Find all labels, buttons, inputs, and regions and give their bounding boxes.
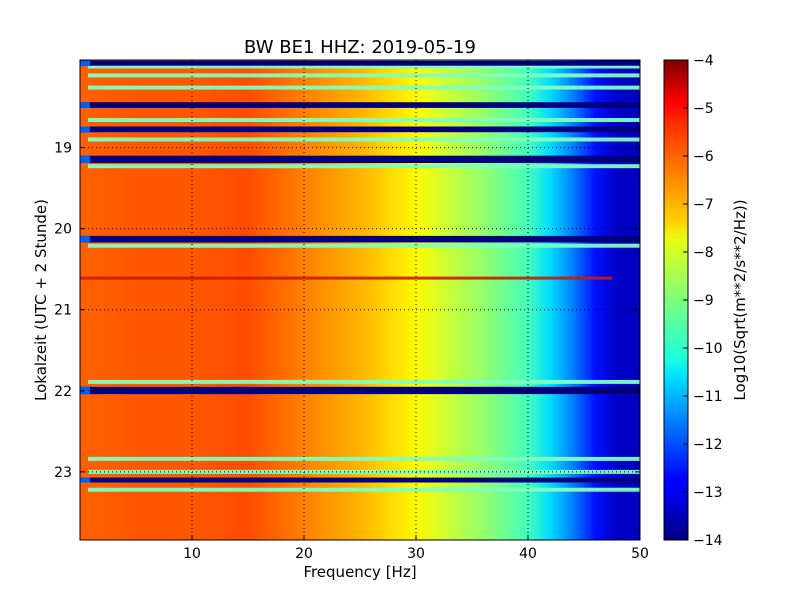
low-level-line (88, 85, 640, 90)
colorbar-tick-label: −10 (693, 341, 723, 357)
x-tick-label: 30 (407, 546, 425, 562)
x-tick-label: 10 (183, 546, 201, 562)
colorbar-tick-label: −7 (693, 197, 714, 213)
colorbar-tick-label: −14 (693, 533, 723, 549)
y-tick-label: 22 (54, 384, 72, 400)
colorbar-tick-label: −5 (693, 101, 714, 117)
low-level-line (88, 73, 640, 78)
low-level-line (88, 164, 640, 169)
grid (80, 60, 640, 540)
colorbar-tick-label: −6 (693, 149, 714, 165)
low-level-line (88, 118, 640, 122)
data-gap-edge (80, 126, 90, 133)
x-tick-label: 50 (631, 546, 649, 562)
colorbar-tick-label: −4 (693, 53, 714, 69)
plot-frame (79, 59, 641, 541)
chart-title: BW BE1 HHZ: 2019-05-19 (244, 37, 476, 58)
x-axis-label: Frequency [Hz] (303, 563, 416, 581)
y-tick-label: 23 (54, 465, 72, 481)
colorbar-tick-label: −8 (693, 245, 714, 261)
data-gap-edge (80, 477, 90, 483)
data-gap-band (80, 102, 640, 108)
low-level-line (88, 379, 640, 384)
data-gap-edge (80, 235, 90, 243)
y-tick-label: 19 (54, 141, 72, 157)
data-gap-band (80, 235, 640, 243)
x-tick-label: 20 (295, 546, 313, 562)
y-tick-label: 21 (54, 303, 72, 319)
low-level-line (88, 243, 640, 248)
colorbar-tick-label: −13 (693, 485, 723, 501)
colorbar-tick-label: −11 (693, 389, 723, 405)
low-level-line (88, 64, 640, 69)
x-tick-label: 40 (519, 546, 537, 562)
y-axis-label: Lokalzeit (UTC + 2 Stunde) (32, 199, 50, 401)
y-tick-label: 20 (54, 222, 72, 238)
low-level-line (88, 137, 640, 142)
data-gap-band (80, 126, 640, 133)
low-level-line (88, 456, 640, 461)
colorbar-tick-label: −12 (693, 437, 723, 453)
y-axis: 19 20 21 22 23 (54, 141, 640, 481)
data-gap-edge (80, 155, 90, 163)
disturbance-line (80, 276, 612, 280)
data-gap-band (80, 477, 640, 483)
data-gap-edge (80, 60, 90, 66)
data-gap-band (80, 60, 640, 66)
data-gap-edge (80, 102, 90, 108)
plot-area (80, 60, 640, 540)
colorbar-ticks: −4 −5 −6 −7 −8 −9 −10 −11 −12 −13 −14 (683, 53, 723, 549)
colorbar-tick-label: −9 (693, 293, 714, 309)
low-level-line (88, 487, 640, 492)
x-axis: 10 20 30 40 50 (183, 60, 649, 562)
data-gap-band (80, 155, 640, 163)
colorbar-label: Log10(Sqrt(m**2/s**2/Hz)) (731, 199, 749, 400)
colorbar: −4 −5 −6 −7 −8 −9 −10 −11 −12 −13 −14 Log10(Sqrt(m… (663, 53, 749, 549)
